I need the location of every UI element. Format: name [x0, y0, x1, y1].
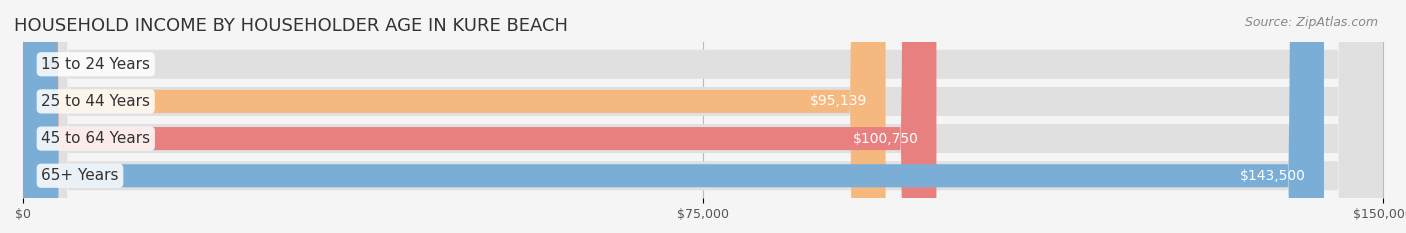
Text: $100,750: $100,750 [852, 132, 918, 146]
Text: HOUSEHOLD INCOME BY HOUSEHOLDER AGE IN KURE BEACH: HOUSEHOLD INCOME BY HOUSEHOLDER AGE IN K… [14, 17, 568, 35]
FancyBboxPatch shape [22, 0, 1384, 233]
FancyBboxPatch shape [22, 0, 1384, 233]
FancyBboxPatch shape [22, 0, 1384, 233]
FancyBboxPatch shape [22, 0, 886, 233]
Text: Source: ZipAtlas.com: Source: ZipAtlas.com [1244, 16, 1378, 29]
Text: 45 to 64 Years: 45 to 64 Years [41, 131, 150, 146]
FancyBboxPatch shape [22, 0, 936, 233]
Text: $95,139: $95,139 [810, 94, 868, 108]
FancyBboxPatch shape [22, 0, 1384, 233]
Text: 25 to 44 Years: 25 to 44 Years [41, 94, 150, 109]
Text: $143,500: $143,500 [1240, 169, 1306, 183]
Text: 15 to 24 Years: 15 to 24 Years [41, 57, 150, 72]
Text: $0: $0 [41, 57, 59, 71]
Text: 65+ Years: 65+ Years [41, 168, 118, 183]
FancyBboxPatch shape [22, 0, 1324, 233]
